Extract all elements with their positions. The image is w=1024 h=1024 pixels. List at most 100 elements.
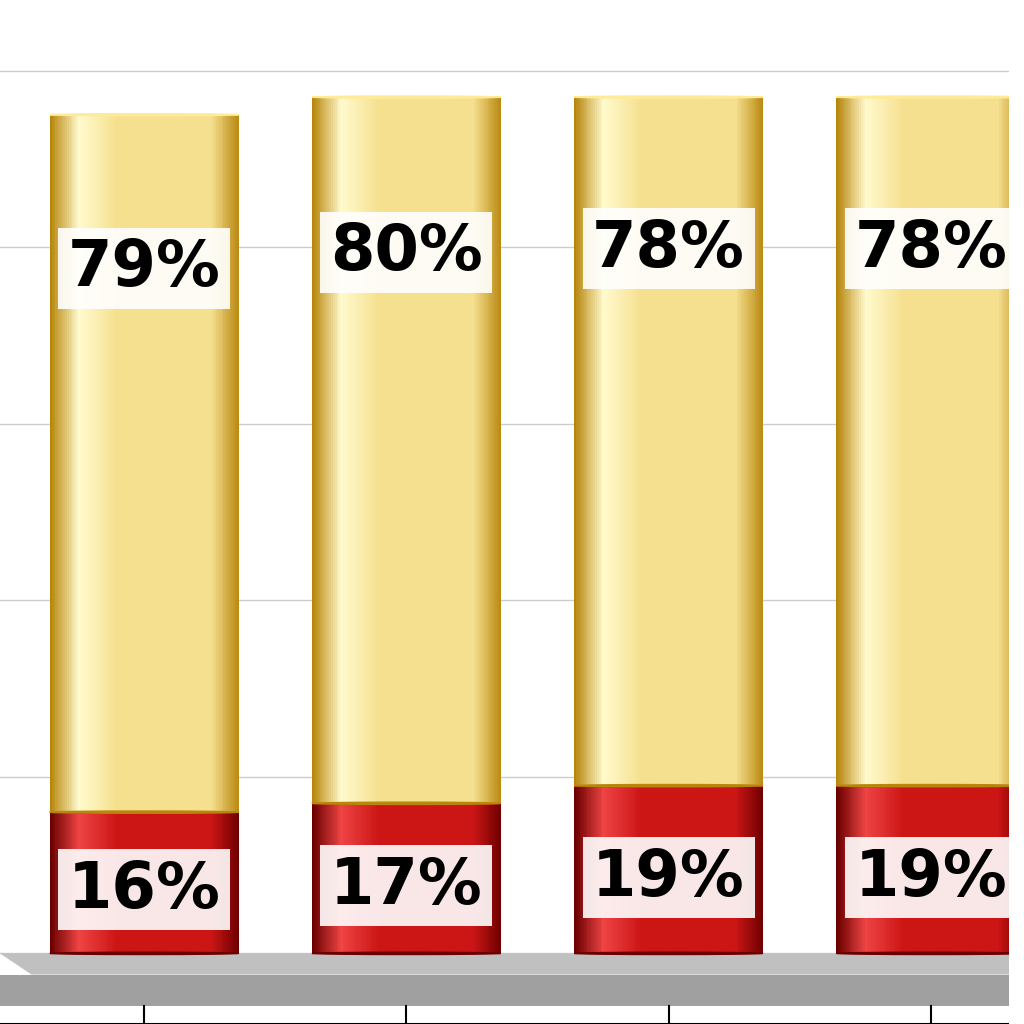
Bar: [89, 812, 92, 953]
Bar: [194, 812, 196, 953]
Bar: [485, 97, 488, 803]
Bar: [1020, 97, 1022, 785]
Bar: [234, 115, 238, 812]
Bar: [874, 97, 877, 785]
Bar: [710, 97, 713, 785]
Bar: [985, 97, 988, 785]
Text: 16%: 16%: [68, 859, 220, 921]
Bar: [371, 97, 373, 803]
Bar: [687, 785, 690, 953]
Bar: [597, 97, 599, 785]
Bar: [214, 812, 216, 953]
Bar: [61, 115, 63, 812]
Bar: [223, 115, 226, 812]
Ellipse shape: [574, 784, 763, 786]
Bar: [227, 812, 229, 953]
Bar: [346, 803, 348, 953]
Bar: [416, 803, 418, 953]
Bar: [729, 785, 731, 953]
Bar: [1002, 97, 1005, 785]
Bar: [329, 97, 332, 803]
Bar: [350, 97, 352, 803]
Bar: [176, 115, 179, 812]
Bar: [84, 812, 86, 953]
Bar: [584, 785, 586, 953]
Bar: [223, 812, 226, 953]
Bar: [178, 812, 180, 953]
Ellipse shape: [50, 114, 239, 116]
Bar: [409, 803, 411, 953]
Bar: [852, 785, 854, 953]
Bar: [750, 785, 753, 953]
Bar: [344, 803, 346, 953]
Bar: [861, 97, 863, 785]
Bar: [375, 803, 377, 953]
Bar: [1012, 785, 1015, 953]
Bar: [946, 785, 948, 953]
Bar: [899, 785, 901, 953]
Bar: [895, 785, 897, 953]
Bar: [418, 97, 420, 803]
Bar: [685, 97, 688, 785]
Bar: [695, 785, 697, 953]
Bar: [659, 97, 662, 785]
Bar: [373, 803, 375, 953]
Bar: [953, 97, 955, 785]
Bar: [463, 803, 466, 953]
Bar: [450, 803, 453, 953]
Bar: [663, 97, 666, 785]
Bar: [1014, 785, 1016, 953]
Bar: [1020, 785, 1022, 953]
Bar: [350, 803, 352, 953]
Bar: [676, 97, 679, 785]
Text: 19%: 19%: [592, 847, 744, 909]
Bar: [135, 115, 137, 812]
Bar: [601, 785, 603, 953]
Bar: [423, 803, 426, 953]
Bar: [617, 785, 620, 953]
Bar: [436, 97, 439, 803]
Bar: [700, 97, 703, 785]
Bar: [210, 812, 213, 953]
Bar: [637, 785, 639, 953]
Bar: [868, 785, 870, 953]
Bar: [951, 97, 954, 785]
Bar: [393, 97, 395, 803]
Bar: [582, 97, 584, 785]
Bar: [454, 803, 456, 953]
Bar: [718, 97, 720, 785]
Bar: [742, 785, 744, 953]
Bar: [73, 812, 75, 953]
Bar: [312, 97, 314, 803]
Bar: [714, 97, 716, 785]
Ellipse shape: [837, 784, 1024, 786]
Bar: [184, 812, 186, 953]
Bar: [127, 115, 130, 812]
Ellipse shape: [50, 811, 239, 813]
Bar: [205, 115, 207, 812]
Bar: [93, 115, 95, 812]
Bar: [633, 97, 635, 785]
Bar: [156, 812, 158, 953]
Bar: [456, 803, 458, 953]
Bar: [382, 803, 384, 953]
Bar: [870, 97, 872, 785]
Ellipse shape: [837, 952, 1024, 954]
Bar: [1012, 97, 1015, 785]
Bar: [197, 115, 200, 812]
Bar: [740, 97, 742, 785]
Bar: [920, 785, 922, 953]
Bar: [221, 812, 224, 953]
Bar: [51, 812, 54, 953]
Bar: [846, 785, 848, 953]
Ellipse shape: [574, 96, 763, 98]
Bar: [985, 785, 988, 953]
Bar: [124, 812, 126, 953]
Bar: [705, 97, 707, 785]
Bar: [114, 812, 117, 953]
Bar: [324, 803, 326, 953]
Bar: [624, 785, 626, 953]
Bar: [348, 97, 350, 803]
Bar: [135, 812, 137, 953]
Bar: [965, 785, 967, 953]
